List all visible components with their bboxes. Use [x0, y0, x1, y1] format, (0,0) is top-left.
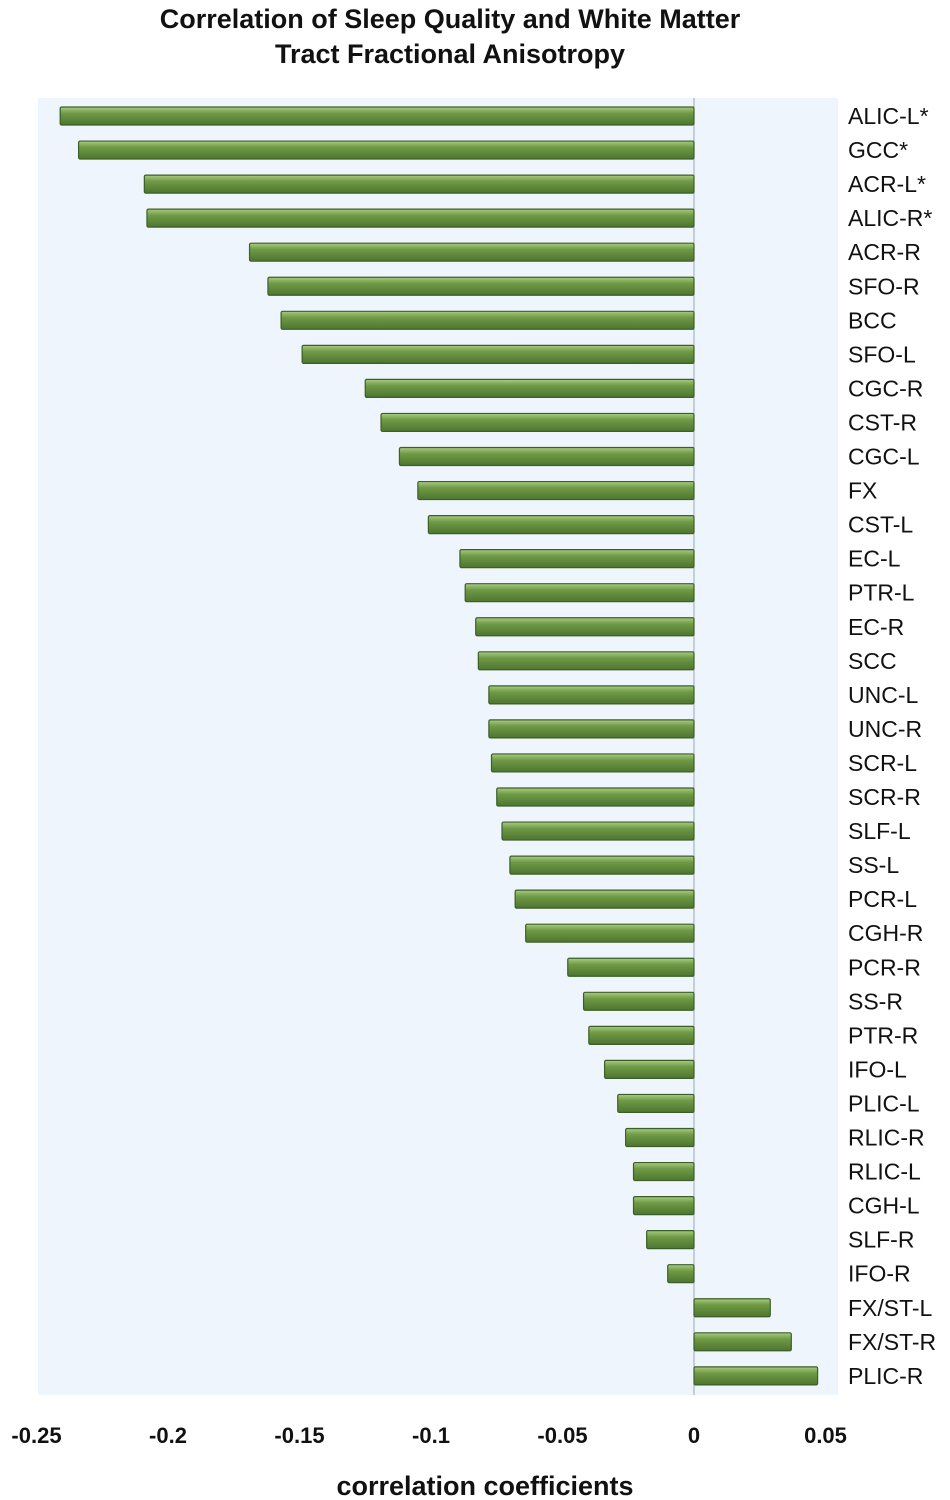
category-label: PTR-R: [848, 1022, 918, 1048]
category-label: UNC-R: [848, 716, 922, 742]
category-label: SS-L: [848, 852, 899, 878]
category-label: UNC-L: [848, 682, 918, 708]
category-label: FX: [848, 478, 877, 504]
x-tick-label: -0.05: [537, 1423, 587, 1448]
chart-title-line-1: Correlation of Sleep Quality and White M…: [159, 4, 741, 34]
bar-sfo-r: [267, 276, 695, 296]
x-tick-label: -0.1: [412, 1423, 450, 1448]
category-label: IFO-L: [848, 1056, 907, 1082]
category-labels: ALIC-L* GCC* ACR-L* ALIC-R* ACR-R SFO-R BCC SFO…: [848, 103, 936, 1389]
bar-fx-st-l: [693, 1298, 771, 1318]
bar-ptr-r: [588, 1025, 695, 1045]
chart-title: Correlation of Sleep Quality and White M…: [0, 2, 900, 72]
category-label: SCR-R: [848, 784, 921, 810]
bar-cgh-l: [632, 1195, 695, 1216]
bar-ifo-l: [603, 1059, 695, 1080]
bar-fx: [417, 480, 695, 501]
bar-fx-st-r: [693, 1332, 792, 1352]
category-label: CGH-L: [848, 1193, 920, 1219]
bar-cgh-r: [525, 923, 695, 943]
bars-group: [59, 106, 819, 1386]
category-label: CGC-L: [848, 444, 920, 470]
bar-alic-r: [146, 208, 695, 228]
chart-title-line-2: Tract Fractional Anisotropy: [274, 39, 626, 69]
x-tick-label: -0.25: [11, 1423, 61, 1448]
category-label: PLIC-R: [848, 1363, 923, 1389]
category-label: SS-R: [848, 988, 903, 1014]
bar-ec-r: [475, 617, 695, 637]
category-label: SFO-R: [848, 273, 920, 299]
category-label: SCC: [848, 648, 897, 674]
category-label: FX/ST-L: [848, 1295, 933, 1321]
category-label: EC-R: [848, 614, 904, 640]
bar-ifo-r: [667, 1264, 695, 1284]
category-label: PLIC-L: [848, 1090, 920, 1116]
bar-slf-r: [646, 1230, 695, 1250]
bar-acr-l: [143, 174, 695, 194]
bar-slf-l: [501, 821, 695, 841]
category-label: SCR-L: [848, 750, 917, 776]
category-label: CST-L: [848, 512, 913, 538]
category-label: PCR-R: [848, 954, 921, 980]
category-label: RLIC-R: [848, 1125, 925, 1151]
bar-sfo-l: [301, 344, 695, 364]
bar-acr-r: [248, 242, 695, 262]
bar-cgc-l: [398, 446, 695, 467]
bar-bcc: [280, 310, 695, 330]
category-label: GCC*: [848, 137, 908, 163]
bar-rlic-r: [625, 1127, 695, 1148]
category-label: CST-R: [848, 409, 917, 435]
category-label: FX/ST-R: [848, 1329, 936, 1355]
bar-ss-l: [509, 855, 695, 875]
category-label: CGH-R: [848, 920, 923, 946]
bar-plic-l: [617, 1093, 695, 1114]
bar-scc: [477, 651, 695, 671]
category-label: ALIC-R*: [848, 205, 932, 231]
category-label: RLIC-L: [848, 1159, 921, 1185]
bar-gcc: [77, 140, 695, 160]
category-label: ACR-L*: [848, 171, 926, 197]
category-label: BCC: [848, 307, 897, 333]
category-label: CGC-R: [848, 375, 923, 401]
bar-scr-r: [496, 787, 695, 807]
category-label: SLF-R: [848, 1227, 914, 1253]
x-tick-labels: -0.25 -0.2 -0.15 -0.1 -0.05 0 0.05: [11, 1423, 846, 1448]
bar-cgc-r: [364, 378, 695, 398]
category-label: EC-L: [848, 546, 901, 572]
category-label: SFO-L: [848, 341, 916, 367]
bar-ec-l: [459, 549, 695, 569]
bar-unc-l: [488, 685, 695, 705]
bar-rlic-l: [632, 1161, 695, 1182]
bar-cst-r: [380, 412, 695, 433]
category-label: IFO-R: [848, 1261, 911, 1287]
category-label: ACR-R: [848, 239, 921, 265]
category-label: ALIC-L*: [848, 103, 929, 129]
x-tick-label: 0: [688, 1423, 700, 1448]
bar-alic-l: [59, 106, 695, 126]
x-tick-label: -0.2: [149, 1423, 187, 1448]
category-label: PTR-L: [848, 580, 915, 606]
bar-cst-l: [427, 514, 695, 535]
bar-pcr-l: [514, 889, 695, 909]
bar-ptr-l: [464, 583, 695, 603]
bar-plic-r: [693, 1366, 819, 1386]
category-label: PCR-L: [848, 886, 917, 912]
bar-unc-r: [488, 719, 695, 739]
bar-pcr-r: [567, 957, 695, 977]
category-label: SLF-L: [848, 818, 911, 844]
x-tick-label: 0.05: [804, 1423, 847, 1448]
bar-ss-r: [582, 991, 695, 1011]
x-tick-label: -0.15: [274, 1423, 324, 1448]
x-axis-label: correlation coefficients: [336, 1471, 633, 1500]
bar-scr-l: [490, 753, 695, 773]
